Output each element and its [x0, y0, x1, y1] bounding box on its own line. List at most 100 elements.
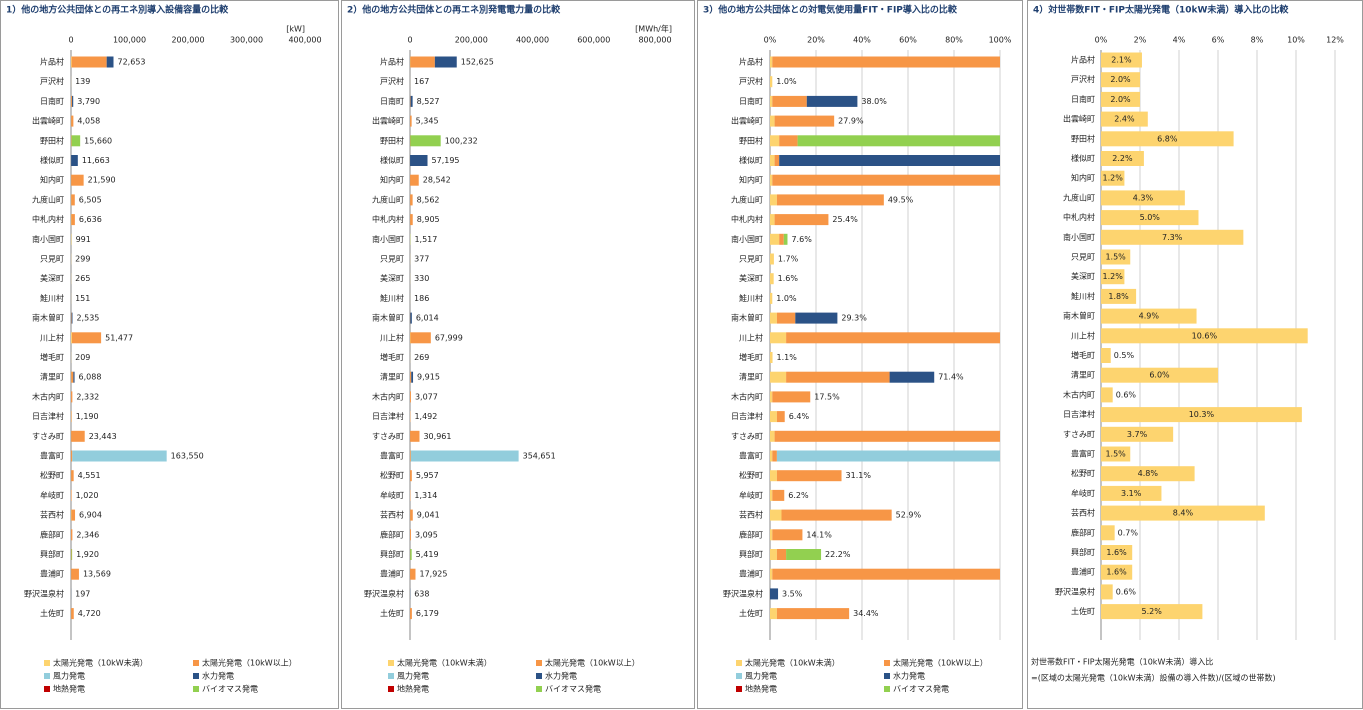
- category-label: 豊富町: [380, 451, 404, 461]
- legend-swatch: [388, 686, 394, 692]
- x-tick-label: 4%: [1173, 36, 1186, 45]
- category-label: 知内町: [1071, 173, 1095, 183]
- x-tick-label: 400,000: [288, 36, 321, 45]
- bar-segment: [770, 194, 777, 206]
- bar-segment: [770, 174, 773, 186]
- category-label: 川上村: [40, 332, 64, 342]
- category-label: 知内町: [739, 175, 763, 185]
- total-label: 52.9%: [896, 511, 922, 520]
- value-label: 2.1%: [1111, 56, 1132, 65]
- x-tick-label: 400,000: [516, 36, 549, 45]
- category-label: 出雲崎町: [731, 116, 763, 126]
- category-label: 只見町: [40, 255, 64, 264]
- total-label: 57,195: [432, 156, 460, 165]
- bar-segment: [71, 155, 78, 166]
- bar: [1101, 229, 1244, 245]
- category-label: 鮭川村: [1071, 291, 1095, 301]
- bar: [1101, 91, 1140, 107]
- value-label: 10.6%: [1192, 331, 1218, 340]
- bar-segment: [770, 529, 773, 541]
- bar-segment: [410, 430, 420, 442]
- x-tick-label: 200,000: [455, 36, 488, 45]
- bar-segment: [410, 549, 412, 560]
- bar-segment: [770, 509, 782, 521]
- category-label: 戸沢村: [1071, 74, 1095, 84]
- bar: [1101, 564, 1133, 580]
- legend-swatch: [736, 673, 742, 679]
- category-label: 美深町: [40, 273, 64, 283]
- bar-segment: [772, 529, 803, 541]
- category-label: 野沢温泉村: [1055, 586, 1095, 596]
- bar-segment: [410, 450, 411, 462]
- category-label: 片品村: [1071, 55, 1095, 65]
- total-label: 4,720: [78, 609, 101, 618]
- bar-segment: [772, 489, 785, 501]
- category-label: 日吉津村: [372, 411, 404, 421]
- total-label: 4,058: [77, 117, 100, 126]
- total-label: 269: [414, 353, 429, 362]
- bar: [1101, 190, 1185, 206]
- bar-segment: [71, 56, 107, 68]
- category-label: 土佐町: [40, 608, 64, 618]
- category-label: 知内町: [380, 175, 404, 185]
- x-tick-label: 2%: [1134, 36, 1147, 45]
- total-label: 8,562: [417, 195, 440, 204]
- bar-segment: [410, 509, 413, 521]
- legend-swatch: [193, 660, 199, 666]
- bar-segment: [71, 332, 72, 344]
- category-label: 牟岐町: [380, 490, 404, 500]
- total-label: 6,636: [79, 215, 102, 224]
- x-tick-label: 0: [68, 36, 73, 45]
- bar-segment: [779, 135, 798, 147]
- total-label: 5,419: [416, 550, 439, 559]
- category-label: 鹿部町: [380, 529, 404, 539]
- x-tick-label: 20%: [807, 36, 825, 45]
- total-label: 6,088: [79, 373, 102, 382]
- category-label: 戸沢村: [739, 76, 763, 86]
- bar-segment: [71, 608, 74, 620]
- panel: [697, 0, 1023, 709]
- total-label: 3,095: [415, 530, 438, 539]
- bar-segment: [71, 470, 74, 482]
- bar-segment: [786, 371, 890, 383]
- category-label: 興部町: [739, 549, 763, 559]
- total-label: 6,505: [79, 195, 102, 204]
- bar-segment: [772, 450, 777, 462]
- bar-segment: [770, 352, 773, 363]
- x-tick-label: 40%: [853, 36, 871, 45]
- bar: [1101, 249, 1131, 265]
- bar-segment: [776, 608, 850, 620]
- total-label: 38.0%: [861, 97, 887, 106]
- total-label: 6,904: [79, 511, 102, 520]
- total-label: 11,663: [82, 156, 110, 165]
- category-label: 南小国町: [32, 234, 64, 244]
- footnote: =(区域の太陽光発電（10kW未満）設備の導入件数)/(区域の世帯数): [1031, 673, 1276, 683]
- bar-segment: [71, 95, 73, 107]
- legend-label: 地熱発電: [745, 684, 777, 694]
- total-label: 1,492: [414, 412, 437, 421]
- category-label: 牟岐町: [1071, 488, 1095, 498]
- total-label: 27.9%: [838, 117, 864, 126]
- total-label: 209: [75, 353, 90, 362]
- category-label: 芸西村: [380, 510, 404, 520]
- category-label: 日南町: [1071, 94, 1095, 104]
- category-label: 芸西村: [739, 510, 763, 520]
- legend-swatch: [388, 660, 394, 666]
- x-tick-label: 10%: [1287, 36, 1305, 45]
- legend-swatch: [736, 660, 742, 666]
- bar-segment: [106, 56, 114, 68]
- bar-segment: [770, 292, 773, 304]
- category-label: 鮭川村: [739, 293, 763, 303]
- bar-segment: [770, 608, 777, 620]
- value-label: 1.2%: [1103, 272, 1124, 281]
- bar-segment: [770, 253, 774, 265]
- category-label: すさみ町: [1063, 430, 1095, 439]
- total-label: 1,517: [414, 235, 437, 244]
- category-label: 様似町: [739, 155, 763, 165]
- bar-segment: [779, 233, 784, 245]
- legend-swatch: [44, 686, 50, 692]
- category-label: 松野町: [380, 470, 404, 480]
- category-label: 戸沢村: [380, 76, 404, 86]
- bar-segment: [434, 56, 457, 68]
- total-label: 6,179: [416, 609, 439, 618]
